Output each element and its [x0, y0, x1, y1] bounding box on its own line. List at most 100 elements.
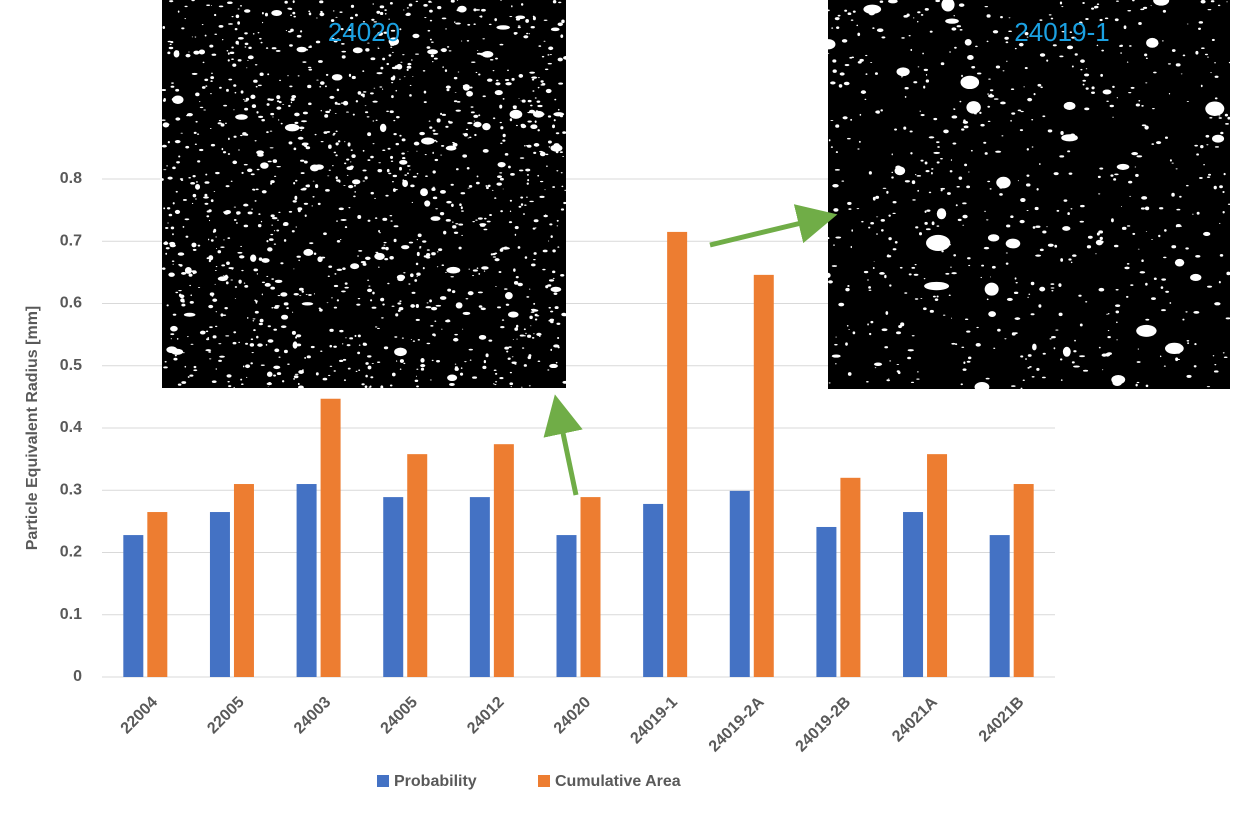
speckle [283, 239, 287, 242]
speckle [231, 268, 234, 270]
speckle [256, 150, 264, 155]
speckle [364, 111, 369, 114]
speckle [354, 334, 357, 338]
speckle [465, 128, 469, 131]
speckle [304, 356, 307, 359]
speckle [493, 369, 497, 372]
speckle [1011, 112, 1016, 115]
speckle [179, 178, 184, 180]
speckle [960, 383, 963, 386]
speckle [553, 344, 560, 348]
speckle [258, 257, 263, 261]
speckle [1220, 131, 1224, 135]
speckle [373, 87, 376, 89]
speckle [870, 320, 874, 324]
speckle [827, 237, 830, 240]
speckle [252, 33, 255, 35]
speckle [270, 214, 275, 218]
speckle [354, 184, 356, 187]
speckle [553, 292, 558, 295]
speckle [412, 76, 414, 77]
speckle [875, 216, 879, 218]
speckle [545, 153, 549, 156]
speckle [211, 72, 213, 75]
speckle [339, 359, 344, 363]
speckle [320, 141, 324, 143]
speckle [416, 172, 419, 175]
speckle [550, 310, 554, 313]
speckle [1209, 106, 1213, 109]
speckle [875, 195, 880, 199]
speckle [519, 157, 525, 159]
speckle [1039, 163, 1041, 166]
speckle [161, 88, 167, 92]
speckle [282, 104, 285, 105]
speckle [252, 320, 255, 322]
speckle [280, 122, 283, 125]
speckle [182, 352, 185, 354]
speckle [879, 0, 884, 3]
speckle [456, 9, 461, 12]
speckle [266, 239, 269, 243]
speckle [1113, 244, 1119, 248]
speckle [537, 174, 540, 177]
speckle [1182, 318, 1185, 321]
speckle [403, 76, 406, 78]
speckle [274, 279, 283, 284]
speckle [988, 311, 997, 317]
speckle [837, 14, 841, 17]
speckle [1126, 225, 1131, 227]
speckle [1085, 17, 1089, 21]
speckle [1079, 323, 1083, 327]
speckle [270, 233, 274, 236]
speckle [1144, 206, 1150, 211]
speckle [1010, 88, 1015, 91]
speckle [365, 374, 368, 378]
speckle [416, 272, 421, 276]
speckle [406, 65, 412, 69]
speckle [540, 113, 545, 115]
y-axis-title: Particle Equivalent Radius [mm] [24, 306, 41, 551]
speckle [475, 9, 481, 11]
speckle [1195, 50, 1199, 55]
bar [753, 274, 774, 677]
speckle [327, 175, 330, 177]
speckle [429, 299, 432, 303]
speckle [367, 288, 373, 293]
speckle [1135, 173, 1139, 177]
speckle [913, 17, 915, 19]
speckle [271, 9, 283, 16]
speckle [876, 28, 884, 33]
speckle [440, 48, 447, 53]
speckle [1073, 365, 1080, 368]
speckle [476, 267, 479, 270]
speckle [552, 186, 556, 188]
speckle [187, 376, 190, 378]
speckle [485, 353, 489, 358]
y-tick-label: 0.7 [60, 232, 82, 249]
speckle [232, 160, 238, 165]
speckle [514, 363, 517, 365]
speckle [529, 71, 536, 74]
speckle [239, 5, 243, 7]
speckle [390, 155, 394, 159]
speckle [167, 140, 170, 144]
speckle [227, 137, 230, 141]
speckle [260, 162, 269, 169]
speckle [370, 155, 374, 159]
speckle [238, 279, 242, 284]
speckle [910, 381, 915, 384]
speckle [846, 137, 851, 140]
speckle [456, 0, 459, 1]
speckle [392, 75, 396, 80]
speckle [445, 145, 457, 151]
speckle [425, 306, 432, 309]
speckle [266, 382, 272, 386]
speckle [430, 325, 434, 327]
speckle [1131, 151, 1139, 156]
speckle [440, 112, 443, 116]
speckle [560, 172, 563, 174]
speckle [165, 247, 170, 250]
speckle [874, 72, 878, 75]
speckle [1109, 104, 1114, 108]
